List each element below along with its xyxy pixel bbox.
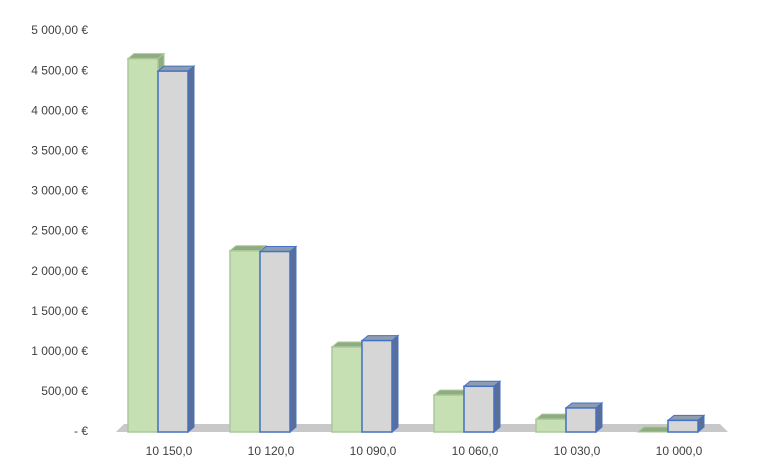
y-tick-label: 5 000,00 € bbox=[31, 23, 88, 37]
y-tick-label: 1 500,00 € bbox=[31, 304, 88, 318]
y-tick-label: 4 500,00 € bbox=[31, 63, 88, 77]
bar bbox=[463, 385, 495, 433]
y-tick-label: 500,00 € bbox=[41, 384, 88, 398]
y-tick-label: 2 500,00 € bbox=[31, 224, 88, 238]
y-tick-label: 4 000,00 € bbox=[31, 103, 88, 117]
y-tick-label: 1 000,00 € bbox=[31, 344, 88, 358]
bar bbox=[331, 346, 363, 433]
bar bbox=[433, 394, 465, 433]
bar-side bbox=[187, 65, 195, 434]
bar bbox=[535, 418, 567, 433]
bar bbox=[229, 249, 261, 433]
x-tick-label: 10 090,0 bbox=[350, 444, 397, 458]
y-tick-label: 3 500,00 € bbox=[31, 143, 88, 157]
bar-side bbox=[493, 380, 501, 434]
y-tick-label: 2 000,00 € bbox=[31, 264, 88, 278]
bar bbox=[157, 70, 189, 433]
bar bbox=[127, 57, 159, 433]
x-tick-label: 10 060,0 bbox=[452, 444, 499, 458]
bar bbox=[259, 250, 291, 433]
floor bbox=[116, 424, 728, 432]
bar bbox=[565, 407, 597, 433]
x-tick-label: 10 150,0 bbox=[146, 444, 193, 458]
x-tick-label: 10 120,0 bbox=[248, 444, 295, 458]
y-tick-label: - € bbox=[74, 424, 88, 438]
bar-side bbox=[595, 401, 603, 434]
bar bbox=[361, 339, 393, 433]
y-tick-label: 3 000,00 € bbox=[31, 184, 88, 198]
x-tick-label: 10 030,0 bbox=[554, 444, 601, 458]
bar-side bbox=[289, 245, 297, 434]
bar bbox=[667, 419, 699, 433]
x-tick-label: 10 000,0 bbox=[656, 444, 703, 458]
bar-side bbox=[391, 334, 399, 434]
